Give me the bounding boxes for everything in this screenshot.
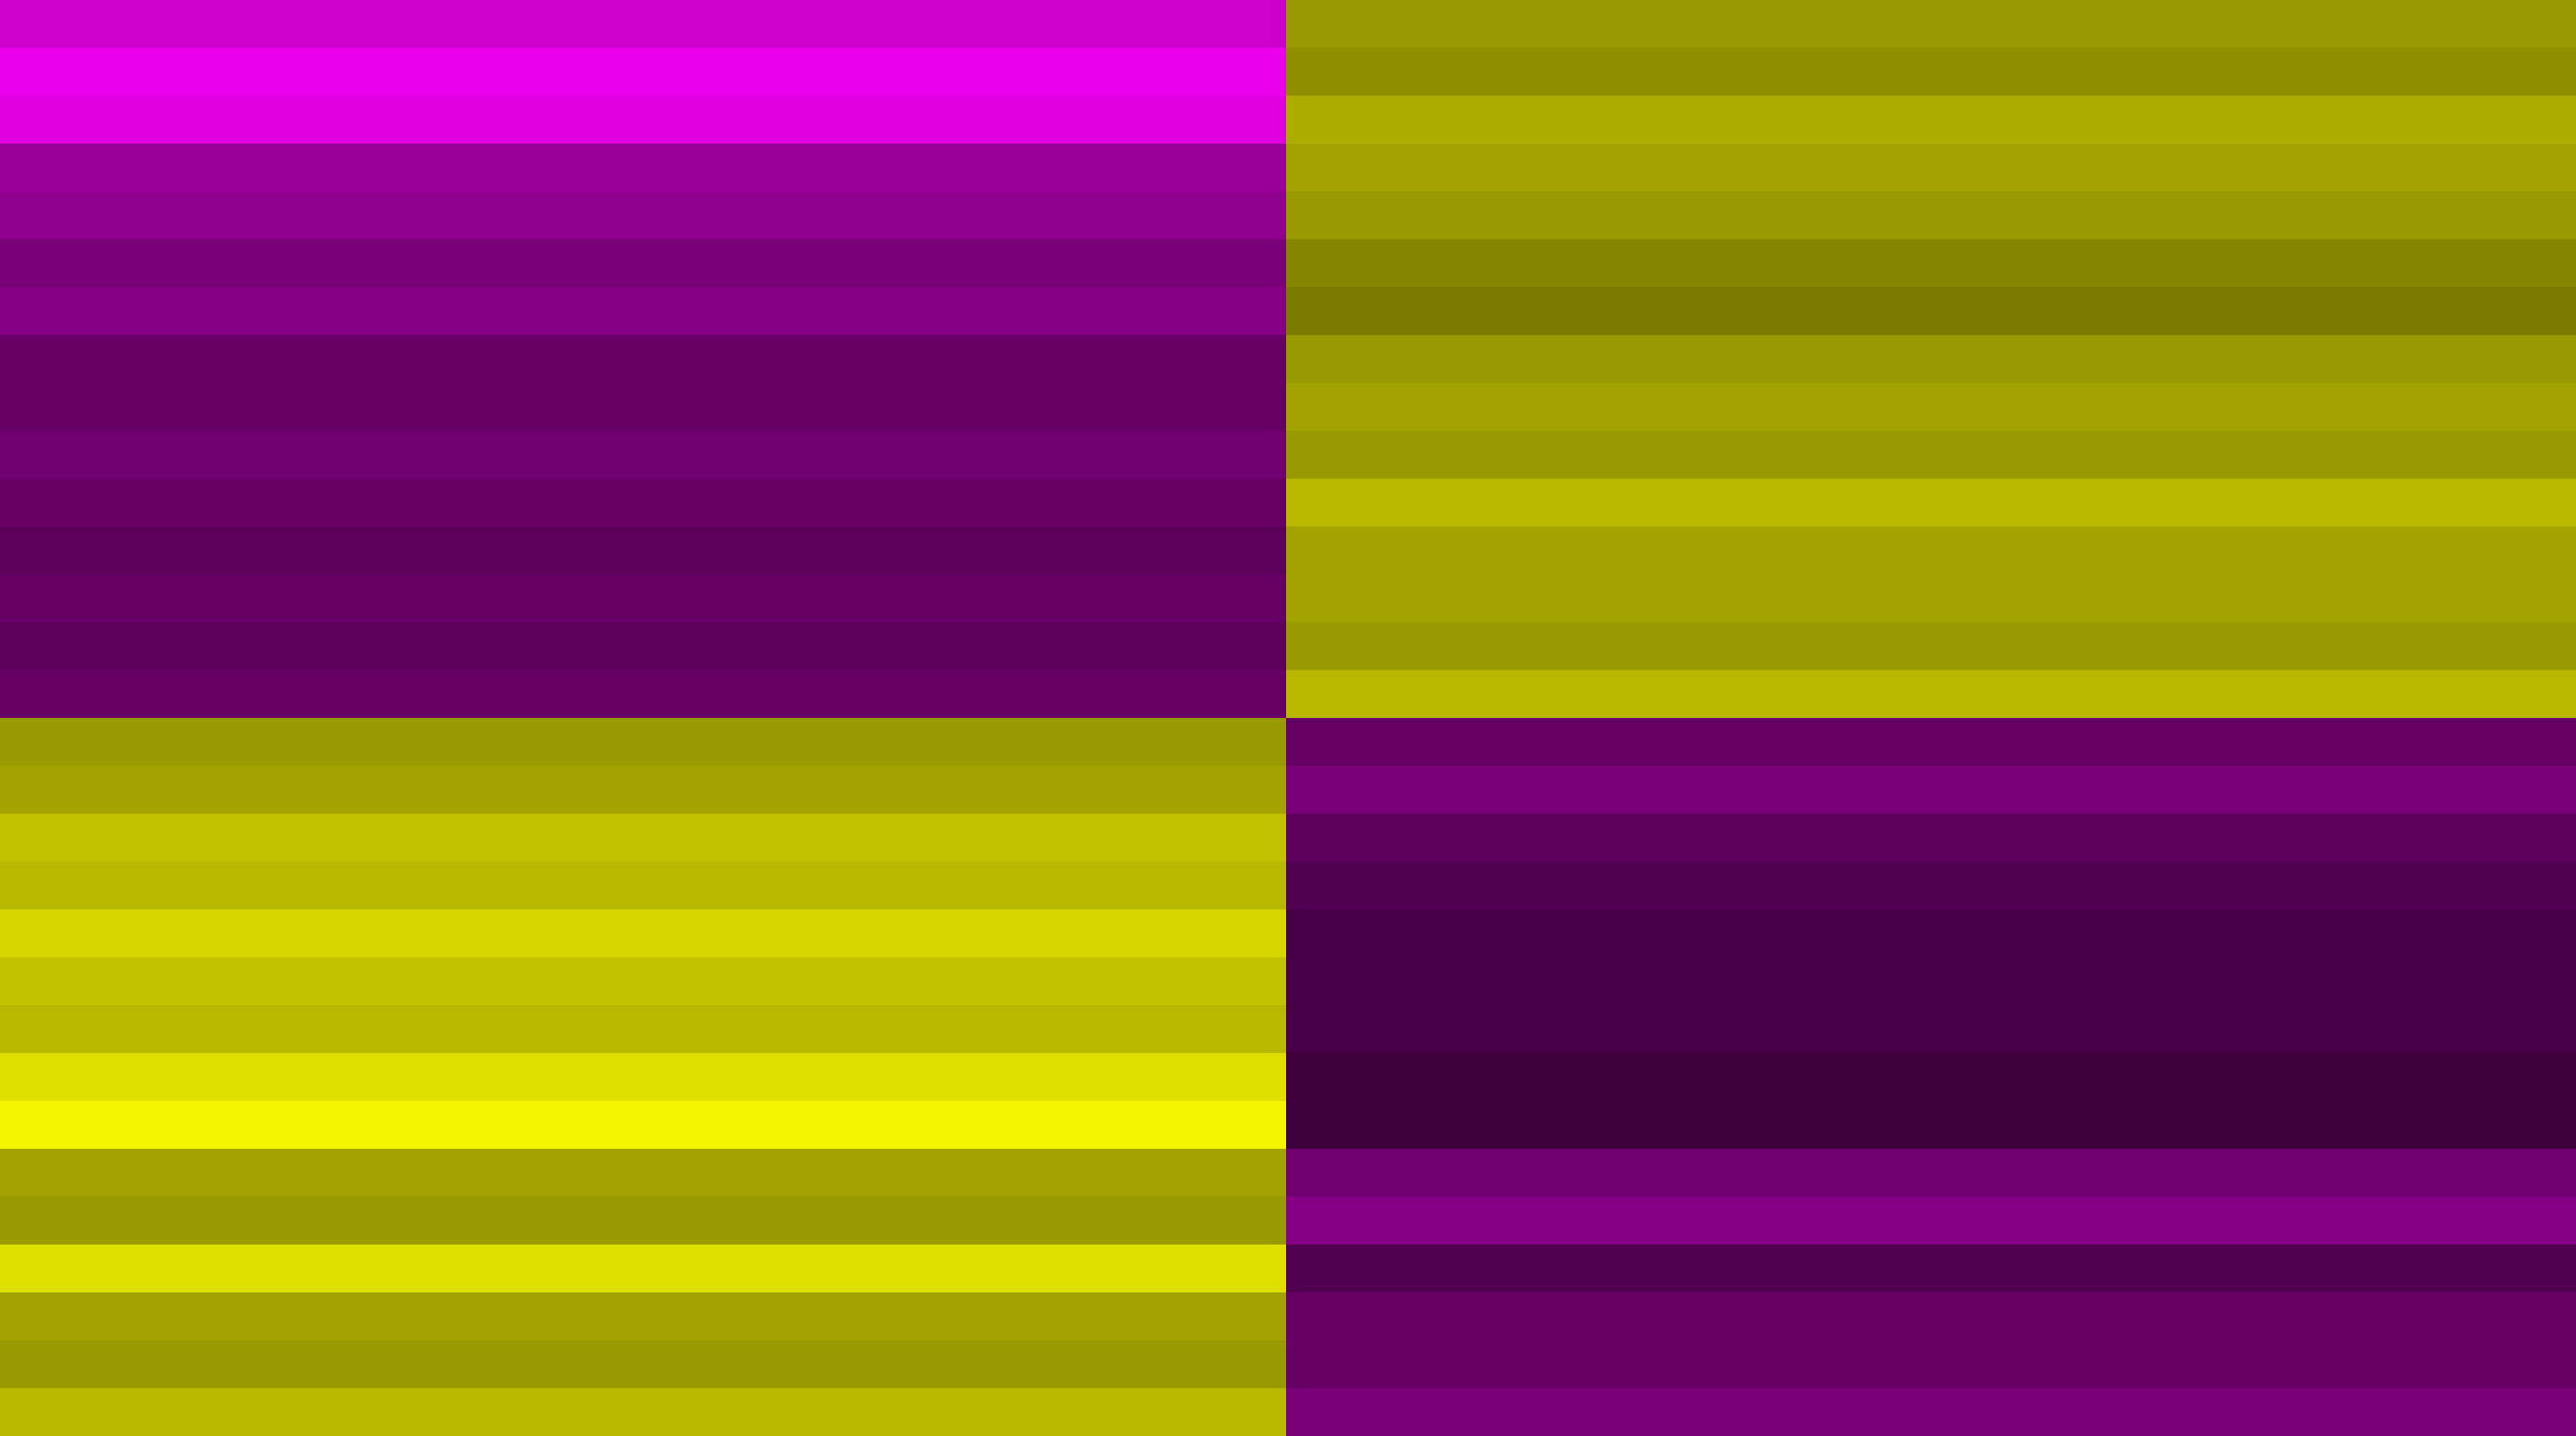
heatmap-cell <box>0 1244 1286 1293</box>
heatmap-cell <box>0 526 1286 575</box>
heatmap-cell <box>0 862 1286 910</box>
heatmap-cell <box>1286 335 2576 384</box>
heatmap-cell <box>0 1292 1286 1341</box>
heatmap-cell <box>0 0 1286 49</box>
heatmap-cell <box>1286 144 2576 192</box>
heatmap-cell <box>1286 95 2576 145</box>
heatmap-cell <box>1286 0 2576 49</box>
heatmap-cell <box>1286 622 2576 671</box>
heatmap-cell <box>0 239 1286 288</box>
heatmap-cell <box>1286 1053 2576 1102</box>
heatmap-cell <box>1286 1340 2576 1389</box>
heatmap-cell <box>1286 431 2576 479</box>
heatmap-cell <box>0 909 1286 959</box>
heatmap-cell <box>0 622 1286 671</box>
heatmap-cell <box>0 1005 1286 1054</box>
heatmap-cell <box>0 1053 1286 1102</box>
heatmap-cell <box>0 1387 1286 1436</box>
heatmap-cell <box>0 1340 1286 1389</box>
heatmap-cell <box>0 1100 1286 1150</box>
heatmap-cell <box>0 478 1286 528</box>
heatmap-cell <box>1286 574 2576 623</box>
heatmap-cell <box>1286 526 2576 575</box>
heatmap-cell <box>1286 1292 2576 1341</box>
heatmap-cell <box>0 669 1286 719</box>
heatmap-cell <box>1286 813 2576 863</box>
heatmap-cell <box>1286 239 2576 288</box>
heatmap-cell <box>1286 382 2576 432</box>
heatmap-cell <box>1286 191 2576 241</box>
heatmap-cell <box>0 957 1286 1006</box>
heatmap-cell <box>0 766 1286 815</box>
heatmap-cell <box>1286 48 2576 97</box>
heatmap-cell <box>1286 1196 2576 1246</box>
heatmap-cell <box>0 1196 1286 1246</box>
heatmap-cell <box>0 95 1286 145</box>
heatmap-cell <box>0 1149 1286 1197</box>
heatmap-cell <box>1286 957 2576 1006</box>
heatmap-cell <box>0 813 1286 863</box>
heatmap-cell <box>0 718 1286 767</box>
heatmap-cell <box>0 382 1286 432</box>
heatmap-cell <box>0 574 1286 623</box>
heatmap-cell <box>1286 1149 2576 1197</box>
heatmap-cell <box>0 287 1286 336</box>
heatmap-cell <box>1286 1100 2576 1150</box>
heatmap-cell <box>1286 909 2576 959</box>
heatmap-cell <box>1286 1387 2576 1436</box>
heatmap-cell <box>1286 669 2576 719</box>
heatmap-cell <box>0 191 1286 241</box>
heatmap-cell <box>0 144 1286 192</box>
heatmap-cell <box>0 335 1286 384</box>
heatmap-cell <box>0 48 1286 97</box>
heatmap-cell <box>1286 287 2576 336</box>
heatmap-cell <box>1286 766 2576 815</box>
heatmap-cell <box>1286 1244 2576 1293</box>
heatmap-cell <box>1286 478 2576 528</box>
heatmap-cell <box>1286 718 2576 767</box>
heatmap-cell <box>1286 1005 2576 1054</box>
heatmap-cell <box>0 431 1286 479</box>
heatmap-cell <box>1286 862 2576 910</box>
